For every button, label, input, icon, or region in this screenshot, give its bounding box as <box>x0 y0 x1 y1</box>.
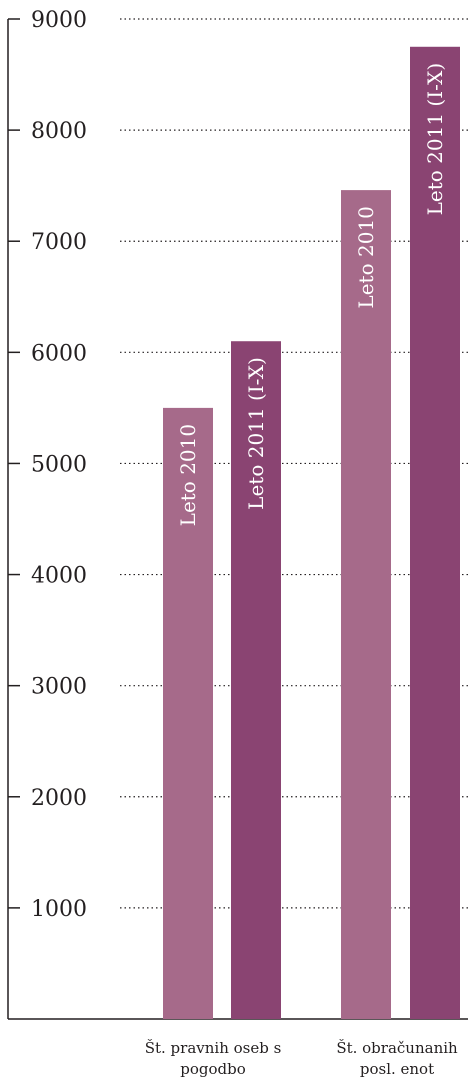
y-tick-label: 3000 <box>31 675 87 700</box>
y-tick-label: 1000 <box>31 897 87 922</box>
y-tick-label: 4000 <box>31 564 87 589</box>
bar <box>410 46 460 1020</box>
category-label: pogodbo <box>180 1060 246 1078</box>
x-axis-labels: Št. pravnih oseb s pogodbo Št. obračunanih… <box>145 1039 458 1078</box>
category-label: posl. enot <box>360 1060 434 1078</box>
bar-label: Leto 2011 (I-X) <box>244 357 268 510</box>
y-tick-label: 9000 <box>31 8 87 33</box>
bar <box>341 190 391 1020</box>
bar-label: Leto 2011 (I-X) <box>423 63 447 216</box>
bar-label: Leto 2010 <box>354 206 378 308</box>
bar <box>231 341 281 1019</box>
y-tick-label: 6000 <box>31 341 87 366</box>
y-tick-label: 2000 <box>31 786 87 811</box>
y-tick-label: 5000 <box>31 452 87 477</box>
bar-label: Leto 2010 <box>176 424 200 526</box>
bar <box>163 407 213 1019</box>
bars: Leto 2010 Leto 2011 (I-X) Leto 2010 Leto 20… <box>163 46 460 1020</box>
category-label: Št. obračunanih <box>336 1039 458 1057</box>
y-tick-label: 7000 <box>31 230 87 255</box>
category-label: Št. pravnih oseb s <box>145 1039 282 1057</box>
y-tick-label: 8000 <box>31 119 87 144</box>
y-axis: 1000 2000 3000 4000 5000 6000 7000 8000 9000 <box>7 8 468 1020</box>
